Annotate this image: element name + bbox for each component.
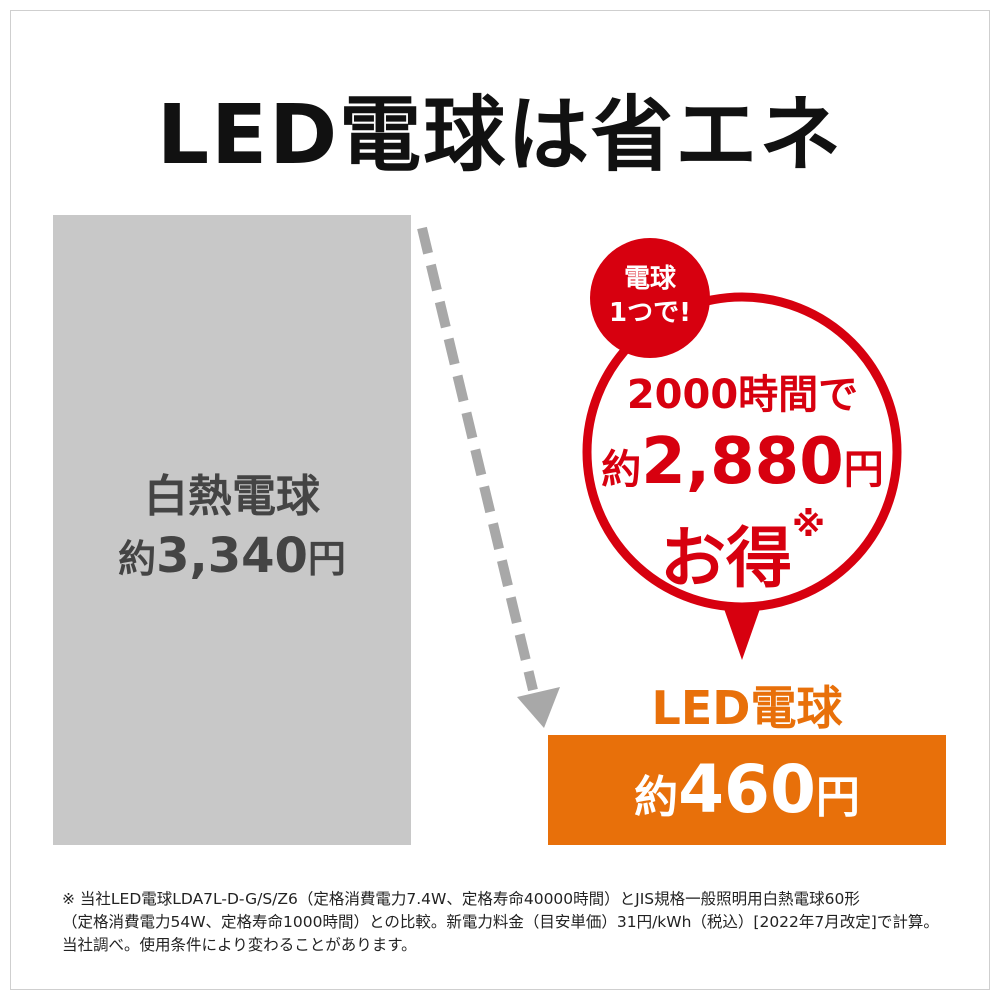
led-bar: 約460円 — [548, 735, 946, 845]
badge-text: 電球 1つで! — [590, 262, 710, 330]
otoku: お得 — [659, 520, 792, 597]
prefix: 約 — [601, 447, 642, 493]
page-title: LED電球は省エネ — [156, 88, 844, 183]
image-frame — [10, 10, 990, 990]
incandescent-label: 白熱電球 — [144, 471, 320, 522]
savings-pointer — [722, 603, 762, 660]
incandescent-bar — [53, 215, 411, 845]
footnote: ※ 当社LED電球LDA7L-D-G/S/Z6（定格消費電力7.4W、定格寿命4… — [62, 888, 962, 957]
amount: 3,340 — [156, 528, 308, 584]
savings-otoku: お得※ — [580, 505, 905, 601]
unit: 円 — [307, 537, 346, 581]
footnote-line: （定格消費電力54W、定格寿命1000時間）との比較。新電力料金（目安単価）31… — [62, 913, 939, 931]
amount: 2,880 — [641, 425, 844, 499]
incandescent-cost: 約3,340円 — [53, 528, 411, 584]
unit: 円 — [843, 447, 884, 493]
badge-line1: 電球 — [623, 264, 676, 294]
prefix: 約 — [634, 772, 679, 823]
led-label: LED電球 — [651, 681, 843, 735]
arrow-head-icon — [517, 687, 560, 728]
badge-line2: 1つで! — [609, 298, 691, 328]
footnote-line: ※ 当社LED電球LDA7L-D-G/S/Z6（定格消費電力7.4W、定格寿命4… — [62, 890, 860, 908]
badge-circle — [590, 238, 710, 358]
dashed-arrow-line — [417, 226, 538, 692]
note-mark: ※ — [791, 505, 826, 545]
unit: 円 — [815, 772, 860, 823]
prefix: 約 — [118, 537, 157, 581]
savings-duration: 2000時間で — [626, 372, 859, 418]
amount: 460 — [678, 751, 816, 828]
footnote-line: 当社調べ。使用条件により変わることがあります。 — [62, 936, 417, 954]
savings-amount: 約2,880円 — [580, 425, 905, 499]
